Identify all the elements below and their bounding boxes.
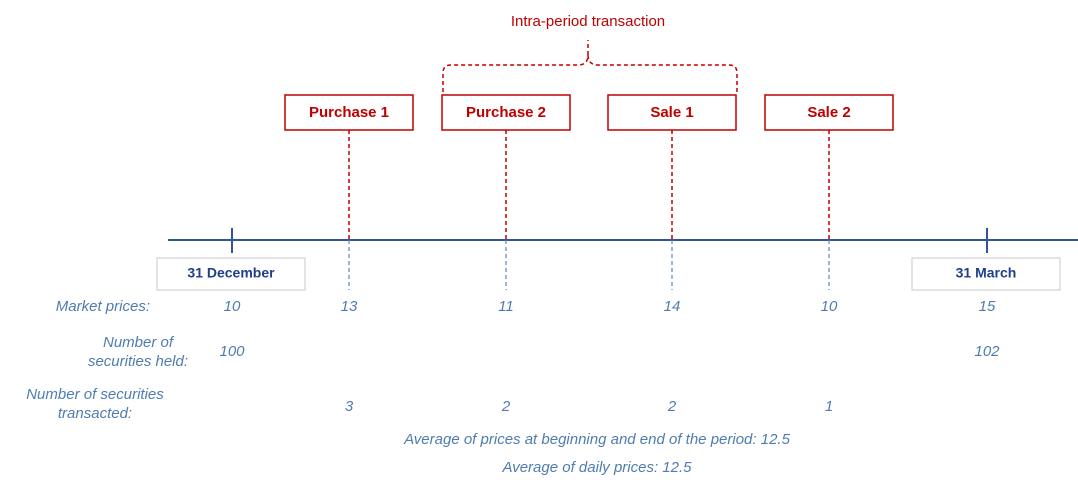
held: 100 [219, 343, 245, 360]
event-label: Purchase 1 [309, 104, 389, 121]
price: 15 [979, 298, 996, 315]
held: 102 [974, 343, 1000, 360]
row-label: Number of securities [26, 386, 164, 403]
event-label: Purchase 2 [466, 104, 546, 121]
brace [442, 40, 738, 92]
transacted: 2 [501, 398, 511, 415]
transacted: 1 [825, 398, 833, 415]
date-label: 31 March [956, 265, 1017, 281]
row-label: Number of [103, 334, 175, 351]
event-box [441, 94, 571, 131]
row-label: transacted: [58, 405, 132, 422]
event-box [607, 94, 737, 131]
price: 10 [224, 298, 241, 315]
transacted: 3 [345, 398, 354, 415]
footnote: Average of daily prices: 12.5 [501, 459, 692, 476]
price: 14 [664, 298, 681, 315]
date-box [911, 257, 1061, 291]
event-box [284, 94, 414, 131]
event-box [764, 94, 894, 131]
row-label: securities held: [88, 353, 188, 370]
date-label: 31 December [187, 265, 275, 281]
event-label: Sale 2 [807, 104, 850, 121]
price: 11 [498, 298, 514, 315]
footnote: Average of prices at beginning and end o… [403, 431, 790, 448]
price: 13 [341, 298, 358, 315]
transacted: 2 [667, 398, 677, 415]
annotation: Intra-period transaction [511, 13, 665, 30]
price: 10 [821, 298, 838, 315]
event-label: Sale 1 [650, 104, 693, 121]
date-box [156, 257, 306, 291]
row-label: Market prices: [56, 298, 150, 315]
